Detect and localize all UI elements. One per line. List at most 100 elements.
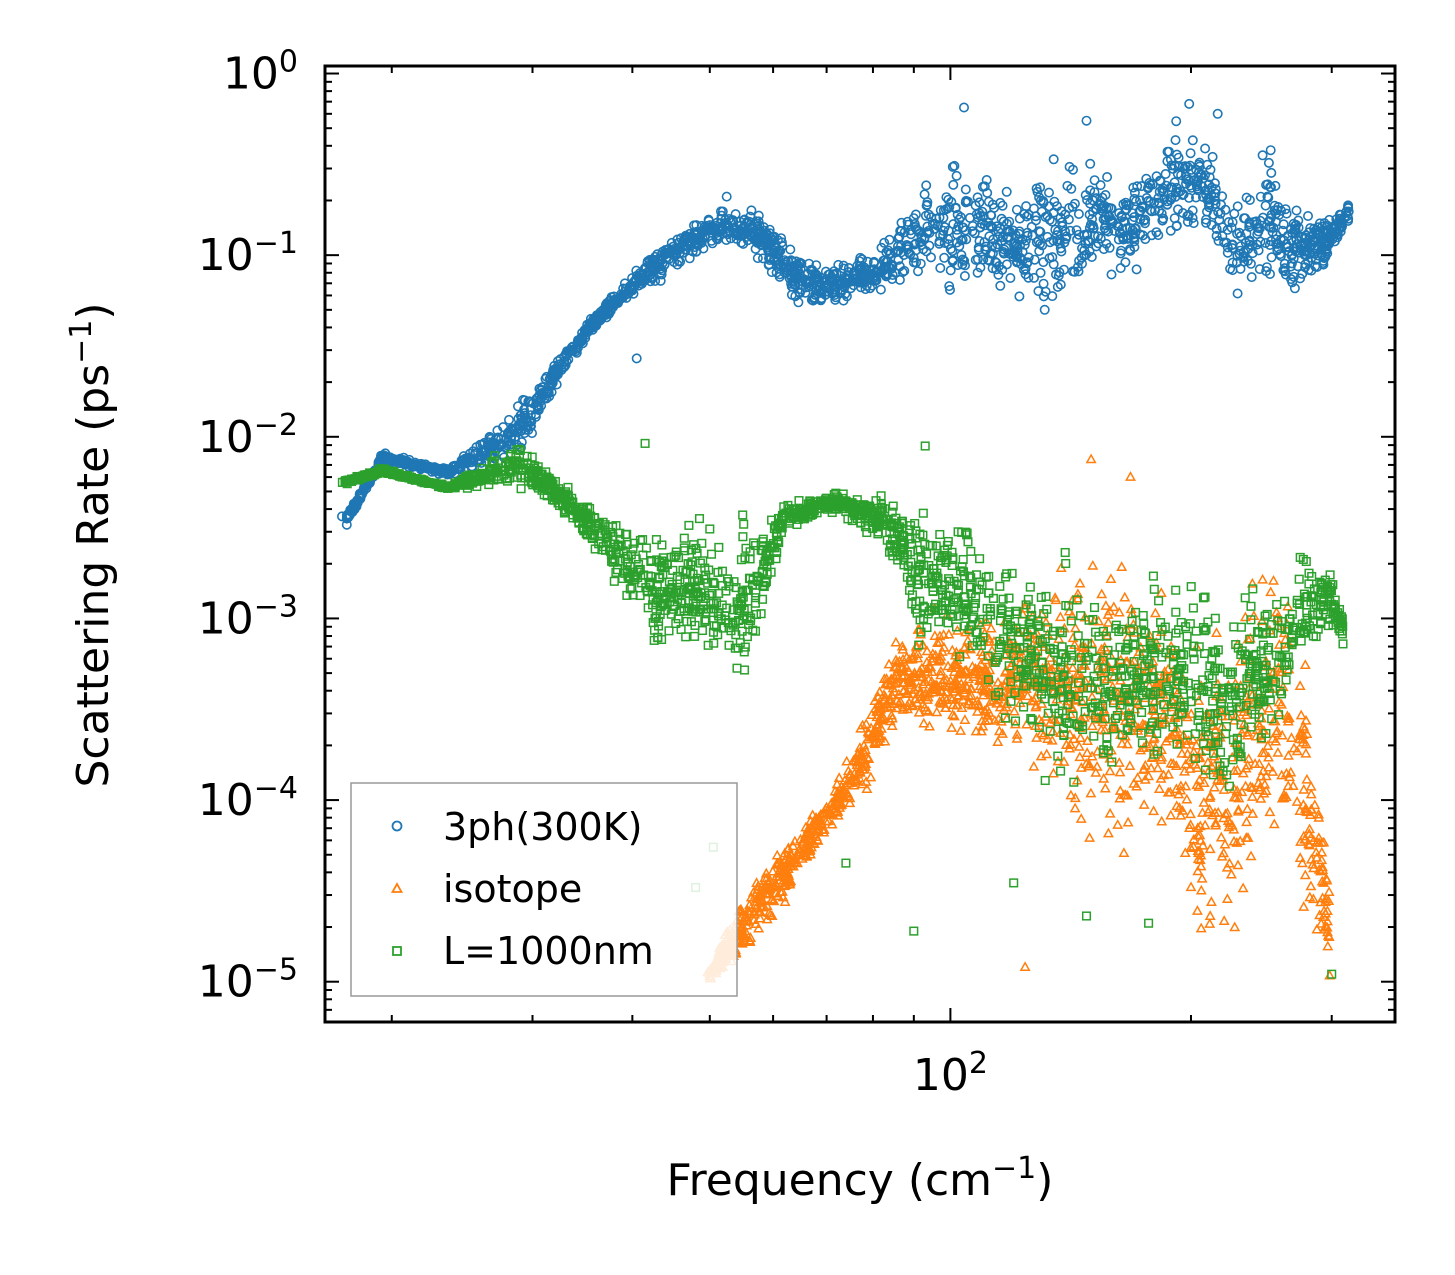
data-point — [1152, 762, 1164, 773]
data-point — [1195, 922, 1207, 933]
data-point — [1079, 250, 1090, 261]
data-point — [901, 688, 912, 699]
data-point — [1063, 605, 1075, 616]
data-point — [889, 677, 901, 688]
data-point — [793, 849, 805, 859]
data-point — [1155, 587, 1167, 597]
data-point — [1083, 758, 1095, 769]
data-point — [1013, 690, 1025, 700]
data-point — [1185, 148, 1196, 159]
data-point — [1171, 722, 1183, 733]
data-point — [1254, 784, 1266, 795]
data-point — [690, 631, 700, 641]
data-point — [1311, 836, 1323, 847]
data-point — [830, 292, 841, 303]
data-point — [1267, 733, 1279, 743]
data-point — [1318, 877, 1330, 887]
data-point — [972, 192, 983, 203]
data-point — [705, 223, 716, 234]
data-point — [1179, 735, 1191, 745]
data-point — [1037, 240, 1048, 251]
data-point — [1097, 192, 1108, 203]
data-point — [989, 714, 1001, 725]
data-point-outlier — [1125, 471, 1136, 481]
data-point — [1275, 249, 1286, 260]
data-point — [841, 755, 853, 766]
data-point — [453, 461, 464, 472]
data-point — [896, 226, 907, 237]
data-point — [1299, 659, 1311, 670]
data-point — [910, 238, 921, 249]
data-point — [1174, 802, 1185, 812]
data-point — [943, 225, 954, 236]
data-point — [1229, 921, 1241, 932]
data-point — [1192, 183, 1203, 194]
data-point-outlier — [1085, 453, 1097, 464]
data-point — [1154, 596, 1164, 606]
plot-points — [336, 98, 1354, 983]
data-point — [1113, 234, 1124, 245]
data-point — [985, 221, 996, 232]
data-point — [1255, 215, 1266, 226]
data-point — [1243, 753, 1255, 764]
data-point — [644, 259, 655, 270]
data-point — [1226, 222, 1237, 233]
data-point — [1239, 213, 1250, 224]
data-point — [919, 676, 931, 687]
data-point — [1241, 228, 1252, 239]
data-point — [1011, 204, 1022, 215]
data-point — [815, 295, 826, 306]
data-point — [1270, 727, 1282, 738]
data-point — [1228, 791, 1240, 802]
data-point — [1171, 116, 1182, 127]
data-point — [1127, 215, 1138, 226]
data-point — [1136, 181, 1147, 192]
data-point — [782, 843, 794, 854]
data-point — [546, 379, 557, 390]
data-point — [931, 706, 943, 717]
data-point — [597, 311, 608, 322]
data-point — [1210, 198, 1221, 209]
data-point — [1171, 220, 1182, 231]
data-point — [957, 222, 968, 233]
data-point — [890, 669, 902, 680]
data-point — [1257, 573, 1269, 584]
data-point — [923, 209, 934, 220]
data-point — [922, 221, 933, 232]
data-point — [1282, 713, 1294, 723]
data-point — [1056, 246, 1067, 257]
data-point — [1237, 882, 1249, 893]
data-point — [1192, 865, 1204, 876]
data-point — [1021, 211, 1032, 222]
data-point — [1267, 227, 1278, 238]
data-point — [1156, 751, 1168, 762]
data-point — [631, 265, 642, 276]
data-point — [1253, 777, 1264, 788]
data-point — [902, 216, 913, 227]
data-point — [1054, 611, 1066, 622]
data-point — [688, 220, 699, 231]
data-point — [950, 675, 961, 686]
data-point — [941, 694, 953, 705]
data-point — [580, 325, 591, 336]
data-point — [1298, 901, 1310, 911]
data-point — [899, 265, 910, 276]
data-point — [1140, 214, 1151, 225]
data-point — [1263, 702, 1275, 713]
data-point — [1065, 789, 1077, 800]
data-point — [1334, 218, 1345, 229]
data-point — [1294, 680, 1306, 691]
data-point — [1158, 187, 1169, 198]
data-point — [976, 725, 987, 736]
data-point — [1182, 631, 1192, 641]
data-point — [1073, 209, 1084, 220]
data-point — [580, 330, 591, 341]
data-point — [1185, 619, 1195, 629]
data-point — [934, 617, 944, 627]
data-point — [951, 654, 963, 664]
data-point — [943, 628, 955, 639]
data-point — [1038, 197, 1049, 208]
data-point — [1044, 652, 1056, 662]
data-point — [1170, 760, 1182, 771]
